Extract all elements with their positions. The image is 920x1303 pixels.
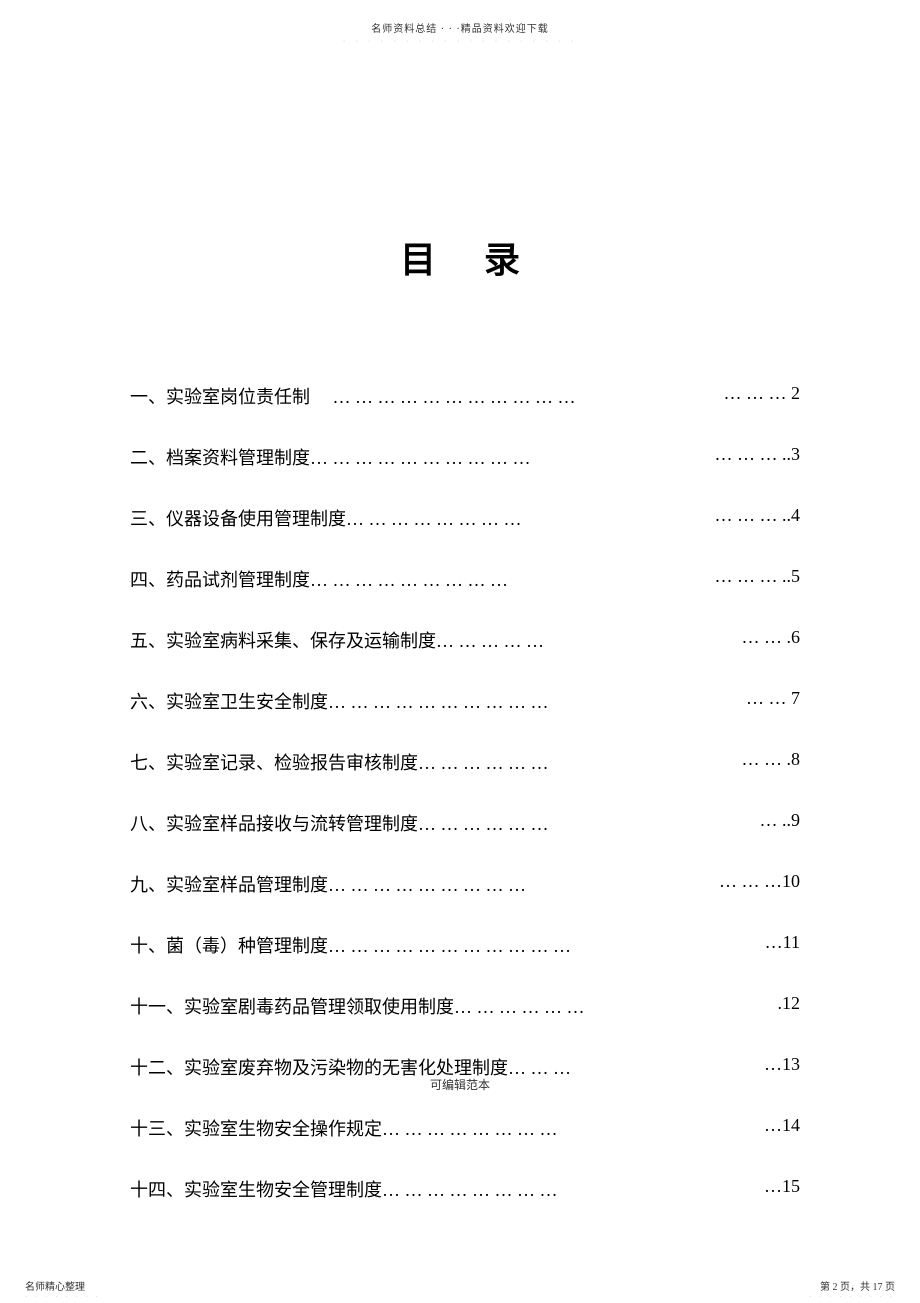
- toc-label: 十三、实验室生物安全操作规定… … … … … … … …: [130, 1115, 558, 1141]
- footer-left-decoration: · · · · · · · ·: [25, 1293, 101, 1301]
- header-decoration: · · · · · · · · · · · · · · · · · · ·: [0, 37, 920, 46]
- toc-entry: 十四、实验室生物安全管理制度… … … … … … … … …15: [130, 1176, 800, 1202]
- header-text: 名师资料总结 · · ·精品资料欢迎下载: [0, 0, 920, 35]
- toc-entry: 二、档案资料管理制度… … … … … … … … … … … … … ..3: [130, 444, 800, 470]
- toc-page: … … … ..5: [715, 566, 801, 592]
- toc-entry: 十一、实验室剧毒药品管理领取使用制度… … … … … … .12: [130, 993, 800, 1019]
- toc-page: …11: [765, 932, 800, 958]
- toc-page: .12: [778, 993, 801, 1019]
- toc-page: …14: [764, 1115, 800, 1141]
- toc-page: … … …10: [719, 871, 800, 897]
- footer-right-text: 第 2 页，共 17 页: [820, 1278, 895, 1293]
- toc-label: 六、实验室卫生安全制度… … … … … … … … … …: [130, 688, 549, 714]
- toc-page: … … … 2: [724, 383, 801, 409]
- toc-entry: 六、实验室卫生安全制度… … … … … … … … … … … … 7: [130, 688, 800, 714]
- toc-entry: 七、实验室记录、检验报告审核制度… … … … … … … … .8: [130, 749, 800, 775]
- toc-entry: 三、仪器设备使用管理制度… … … … … … … … … … … ..4: [130, 505, 800, 531]
- toc-label: 五、实验室病料采集、保存及运输制度… … … … …: [130, 627, 544, 653]
- toc-entry: 九、实验室样品管理制度… … … … … … … … … … … …10: [130, 871, 800, 897]
- toc-page: …15: [764, 1176, 800, 1202]
- toc-page: … … … ..3: [715, 444, 801, 470]
- toc-page: … … … ..4: [715, 505, 801, 531]
- footer-left-text: 名师精心整理: [25, 1278, 85, 1293]
- toc-entry: 八、实验室样品接收与流转管理制度… … … … … … … ..9: [130, 810, 800, 836]
- toc-label: 一、实验室岗位责任制 … … … … … … … … … … …: [130, 383, 576, 409]
- toc-entry: 四、药品试剂管理制度… … … … … … … … … … … … ..5: [130, 566, 800, 592]
- toc-page: … … .8: [742, 749, 801, 775]
- footer-right-decoration: · · · · · · · · ·: [809, 1293, 895, 1301]
- toc-entry: 五、实验室病料采集、保存及运输制度… … … … … … … .6: [130, 627, 800, 653]
- toc-label: 九、实验室样品管理制度… … … … … … … … …: [130, 871, 526, 897]
- toc-entry: 十、菌（毒）种管理制度… … … … … … … … … … … …11: [130, 932, 800, 958]
- toc-label: 十四、实验室生物安全管理制度… … … … … … … …: [130, 1176, 558, 1202]
- footer-center-text: 可编辑范本: [0, 1076, 920, 1093]
- toc-entry: 十三、实验室生物安全操作规定… … … … … … … … …14: [130, 1115, 800, 1141]
- toc-label: 二、档案资料管理制度… … … … … … … … … …: [130, 444, 531, 470]
- toc-page: … … 7: [746, 688, 800, 714]
- toc-label: 七、实验室记录、检验报告审核制度… … … … … …: [130, 749, 549, 775]
- document-title: 目录: [0, 231, 920, 283]
- toc-label: 八、实验室样品接收与流转管理制度… … … … … …: [130, 810, 549, 836]
- toc-label: 四、药品试剂管理制度… … … … … … … … …: [130, 566, 508, 592]
- toc-entry: 一、实验室岗位责任制 … … … … … … … … … … … … … … 2: [130, 383, 800, 409]
- toc-label: 十一、实验室剧毒药品管理领取使用制度… … … … … …: [130, 993, 585, 1019]
- toc-label: 十、菌（毒）种管理制度… … … … … … … … … … …: [130, 932, 571, 958]
- toc-label: 三、仪器设备使用管理制度… … … … … … … …: [130, 505, 522, 531]
- toc-page: … … .6: [742, 627, 801, 653]
- toc-page: … ..9: [760, 810, 801, 836]
